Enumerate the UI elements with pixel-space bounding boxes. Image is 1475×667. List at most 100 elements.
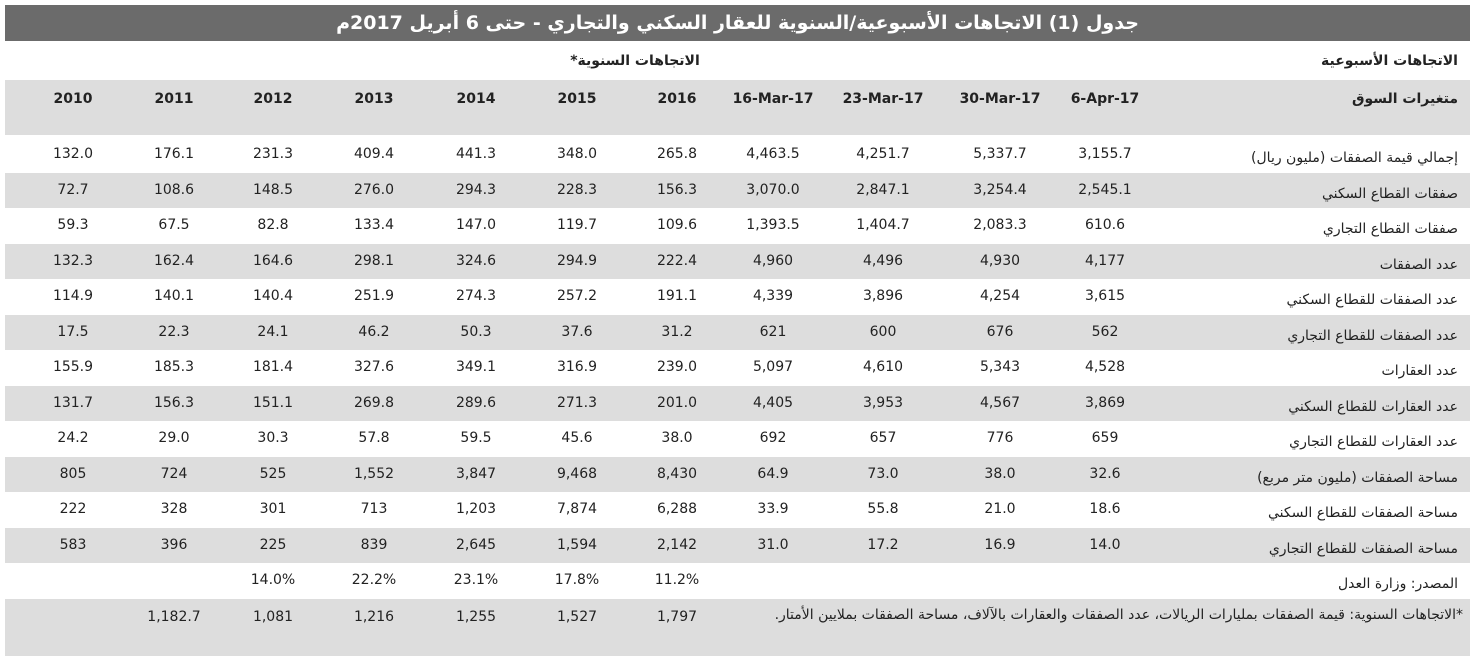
source-value: 23.1%: [453, 572, 499, 588]
table-cell: 21.0: [984, 501, 1016, 517]
table-cell: 108.6: [153, 181, 195, 198]
table-cell: 1,552: [353, 465, 395, 482]
table-cell: 692: [759, 430, 787, 446]
table-cell: 7,874: [556, 501, 598, 517]
source-value: 11.2%: [654, 572, 700, 588]
footnote-value: 1,216: [353, 608, 395, 625]
table-cell: 1,404.7: [856, 217, 910, 233]
table-cell: 33.9: [757, 501, 789, 517]
table-cell: 114.9: [52, 288, 94, 304]
table-cell: 276.0: [353, 181, 395, 198]
table-cell: 5,097: [752, 359, 794, 375]
table-cell: 185.3: [153, 359, 195, 375]
row-label: صفقات القطاع السكني: [1321, 185, 1458, 202]
table-cell: 29.0: [158, 430, 190, 446]
table-cell: 776: [986, 430, 1014, 446]
table-row: [5, 385, 1470, 421]
table-title: جدول (1) الاتجاهات الأسبوعية/السنوية للع…: [336, 12, 1139, 34]
table-cell: 657: [869, 430, 897, 446]
table-cell: 59.3: [57, 217, 89, 233]
source-value: 17.8%: [554, 572, 600, 588]
table-cell: 2,545.1: [1078, 181, 1132, 198]
footnote-row: [5, 598, 1470, 656]
table-cell: 251.9: [353, 288, 395, 304]
table-cell: 294.9: [556, 252, 598, 269]
table-cell: 2,083.3: [973, 217, 1027, 233]
annual-heading: الاتجاهات السنوية*: [570, 53, 700, 69]
table-cell: 3,896: [862, 288, 904, 304]
table-cell: 156.3: [153, 394, 195, 411]
table-cell: 8,430: [656, 465, 698, 482]
table-cell: 24.1: [257, 323, 289, 340]
table-cell: 583: [59, 536, 87, 553]
table-cell: 22.3: [158, 323, 190, 340]
footnote-value: 1,797: [656, 608, 698, 625]
table-cell: 4,567: [979, 394, 1021, 411]
table-row: [5, 279, 1470, 315]
table-cell: 265.8: [656, 146, 698, 162]
table-cell: 164.6: [252, 252, 294, 269]
table-cell: 1,594: [556, 536, 598, 553]
column-header: 2014: [456, 91, 496, 107]
row-label: مساحة الصفقات (مليون متر مربع): [1257, 469, 1458, 486]
table-cell: 659: [1091, 430, 1119, 446]
table-row: [5, 492, 1470, 528]
column-header: 2011: [154, 91, 194, 107]
weekly-heading: الاتجاهات الأسبوعية: [1321, 53, 1458, 69]
column-header: 16-Mar-17: [732, 91, 814, 107]
table-cell: 191.1: [656, 288, 698, 304]
table-cell: 14.0: [1089, 536, 1121, 553]
table-cell: 16.9: [984, 536, 1016, 553]
table-cell: 271.3: [556, 394, 598, 411]
table-cell: 348.0: [556, 146, 598, 162]
table-cell: 46.2: [358, 323, 390, 340]
source-label: المصدر: وزارة العدل: [1337, 576, 1458, 592]
table-row: [5, 243, 1470, 279]
table-cell: 3,953: [862, 394, 904, 411]
footnote-value: 1,255: [455, 608, 497, 625]
table-cell: 4,528: [1084, 359, 1126, 375]
row-label: عدد العقارات للقطاع السكني: [1288, 398, 1458, 415]
table-row: [5, 350, 1470, 386]
row-label: عدد الصفقات: [1379, 256, 1458, 273]
table-cell: 38.0: [984, 465, 1016, 482]
table-cell: 525: [259, 465, 287, 482]
table-cell: 162.4: [153, 252, 195, 269]
header-row: [5, 80, 1470, 135]
title-bar: [5, 5, 1470, 41]
table-cell: 839: [360, 536, 388, 553]
column-header: 2013: [354, 91, 394, 107]
table-cell: 5,337.7: [973, 146, 1027, 162]
table-cell: 155.9: [52, 359, 94, 375]
table-cell: 1,393.5: [746, 217, 800, 233]
table-row: [5, 314, 1470, 350]
table-cell: 3,847: [455, 465, 497, 482]
table-cell: 294.3: [455, 181, 497, 198]
source-value: 14.0%: [250, 572, 296, 588]
table-cell: 201.0: [656, 394, 698, 411]
table-cell: 724: [160, 465, 188, 482]
table-cell: 316.9: [556, 359, 598, 375]
row-label: عدد الصفقات للقطاع التجاري: [1287, 327, 1458, 344]
table-cell: 4,930: [979, 252, 1021, 269]
column-header: 23-Mar-17: [842, 91, 924, 107]
table-cell: 4,405: [752, 394, 794, 411]
column-header: 2016: [657, 91, 697, 107]
table-cell: 4,339: [752, 288, 794, 304]
table-cell: 9,468: [556, 465, 598, 482]
table-cell: 676: [986, 323, 1014, 340]
table-cell: 50.3: [460, 323, 492, 340]
table-cell: 119.7: [556, 217, 598, 233]
table-cell: 324.6: [455, 252, 497, 269]
table-cell: 3,155.7: [1078, 146, 1132, 162]
table-cell: 289.6: [455, 394, 497, 411]
table-cell: 4,960: [752, 252, 794, 269]
column-header: 2010: [53, 91, 93, 107]
table-cell: 59.5: [460, 430, 492, 446]
table-cell: 328: [160, 501, 188, 517]
column-header: 30-Mar-17: [959, 91, 1041, 107]
table-cell: 82.8: [257, 217, 289, 233]
table-cell: 222: [59, 501, 87, 517]
table-cell: 32.6: [1089, 465, 1121, 482]
table-cell: 2,142: [656, 536, 698, 553]
